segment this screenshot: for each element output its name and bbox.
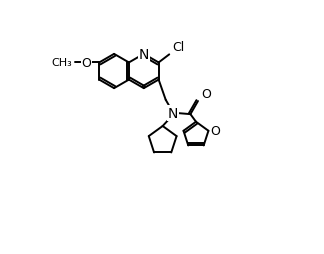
Text: N: N [139,48,149,62]
Text: O: O [201,87,211,100]
Text: CH₃: CH₃ [51,58,72,68]
Text: N: N [168,106,179,120]
Text: Cl: Cl [172,40,184,53]
Text: O: O [211,125,220,138]
Text: O: O [81,57,91,70]
